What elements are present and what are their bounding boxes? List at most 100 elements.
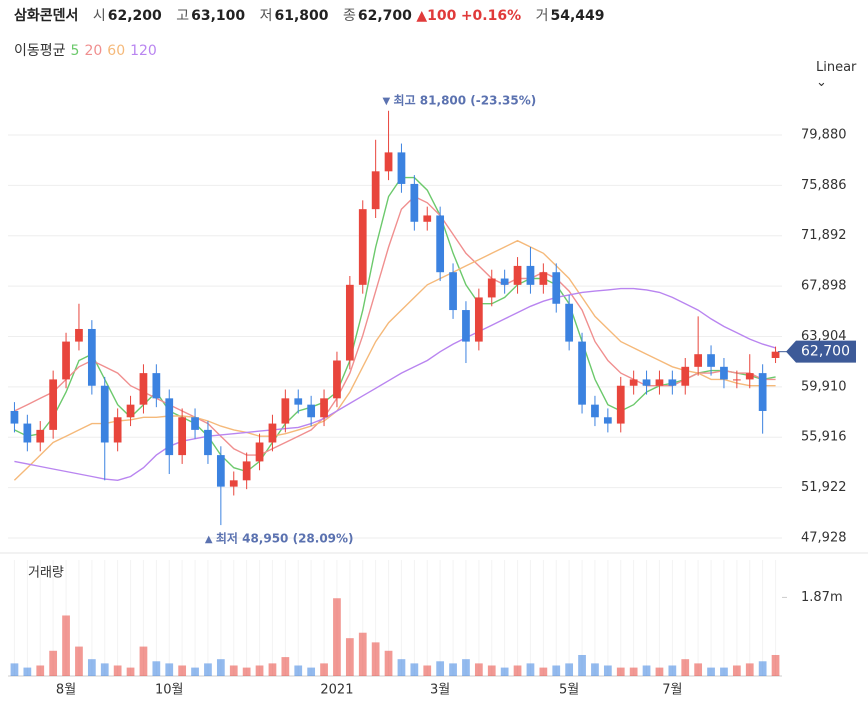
volume-bar xyxy=(642,665,651,676)
volume-bar xyxy=(771,654,780,676)
stat-value: 61,800 xyxy=(274,8,329,24)
stat-value: 63,100 xyxy=(191,8,246,24)
change-arrow: ▲ xyxy=(416,8,428,24)
volume-bar xyxy=(216,659,225,676)
volume-bar xyxy=(732,665,741,676)
volume-tick-label: 1.87m xyxy=(801,590,843,605)
candle-body xyxy=(345,284,354,361)
volume-bar xyxy=(720,667,728,676)
candle-body xyxy=(62,341,70,380)
candle-body xyxy=(191,417,199,430)
candle-body xyxy=(126,404,135,418)
candle-body xyxy=(371,171,380,210)
last-price-box xyxy=(786,340,856,363)
candle-body xyxy=(449,272,457,311)
volume-bar xyxy=(191,667,199,676)
candle-body xyxy=(268,423,277,443)
volume-bar xyxy=(268,663,277,676)
candle-body xyxy=(229,480,238,487)
candle-body xyxy=(204,429,212,456)
candle-body xyxy=(500,278,509,285)
candle-body xyxy=(526,265,535,285)
candle-body xyxy=(771,351,780,358)
candle-body xyxy=(333,360,341,399)
volume-bar xyxy=(152,661,161,676)
candle-body xyxy=(152,373,161,399)
candle-body xyxy=(487,278,496,298)
change-pct: +0.16% xyxy=(460,8,522,24)
candle-body xyxy=(436,215,445,273)
volume-bar xyxy=(681,659,690,676)
candle-body xyxy=(720,366,728,380)
y-tick-label: 67,898 xyxy=(801,279,847,294)
volume-bar xyxy=(333,598,341,676)
volume-bar xyxy=(307,667,316,676)
volume-bar xyxy=(745,663,754,676)
stat-value: 54,449 xyxy=(550,8,605,24)
candle-body xyxy=(462,310,470,342)
y-tick-label: 75,886 xyxy=(801,178,847,193)
y-tick-label: 59,910 xyxy=(801,379,847,394)
candle-body xyxy=(513,265,522,285)
y-tick-label: 63,904 xyxy=(801,329,847,344)
candle-body xyxy=(216,455,225,487)
volume-bar xyxy=(358,632,367,676)
volume-bar xyxy=(178,665,187,676)
volume-bar xyxy=(707,667,715,676)
stat-value: 62,200 xyxy=(107,8,162,24)
high-annotation: 최고 81,800 (-23.35%) xyxy=(394,92,537,107)
volume-bar xyxy=(449,663,457,676)
candle-body xyxy=(307,404,316,418)
x-tick-label: 8월 xyxy=(56,683,76,698)
candle-body xyxy=(681,366,690,386)
stat-label: 고 xyxy=(176,8,190,24)
volume-bar xyxy=(655,667,664,676)
volume-bar xyxy=(603,665,612,676)
low-marker: ▲ xyxy=(205,534,213,545)
candle-body xyxy=(423,215,432,222)
ma-legend-item: 120 xyxy=(130,43,157,59)
candle-body xyxy=(384,152,393,172)
candle-body xyxy=(294,398,303,405)
candle-body xyxy=(165,398,174,456)
volume-bar xyxy=(10,663,19,676)
scale-dropdown[interactable]: Linear ⌄ xyxy=(816,60,857,90)
candle-body xyxy=(320,398,328,418)
candle-body xyxy=(629,379,638,386)
stat-label: 저 xyxy=(259,8,273,24)
volume-bar xyxy=(100,663,109,676)
volume-bar xyxy=(36,665,45,676)
stat-label: 시 xyxy=(92,8,106,24)
volume-bar xyxy=(552,665,561,676)
volume-bar xyxy=(487,665,496,676)
volume-bar xyxy=(397,659,406,676)
ma-legend-item: 60 xyxy=(107,43,126,59)
candle-body xyxy=(745,373,754,380)
stat-label: 종 xyxy=(342,8,356,24)
candle-body xyxy=(87,328,96,386)
candle-body xyxy=(75,328,83,342)
volume-bar xyxy=(565,663,574,676)
y-tick-label: 71,892 xyxy=(801,228,847,243)
candle-body xyxy=(397,152,406,184)
low-annotation: 최저 48,950 (28.09%) xyxy=(216,531,354,546)
header: 삼화콘덴서 시 62,200 고 63,100 저 61,800 종 62,700 ▲1… xyxy=(14,5,605,25)
volume-bar xyxy=(229,665,238,676)
candle-body xyxy=(539,272,548,285)
volume-bar xyxy=(436,661,445,676)
candle-body xyxy=(23,423,32,443)
candle-body xyxy=(178,417,187,456)
volume-bar xyxy=(539,667,548,676)
volume-bar xyxy=(526,663,535,676)
candle-body xyxy=(281,398,290,424)
scale-mode[interactable]: Linear xyxy=(816,60,857,75)
candle-body xyxy=(474,297,483,342)
candle-body xyxy=(565,303,574,342)
volume-bar xyxy=(113,665,122,676)
candle-body xyxy=(694,354,703,367)
volume-bar xyxy=(23,667,32,676)
x-tick-label: 10월 xyxy=(155,683,184,698)
candle-body xyxy=(100,385,109,443)
moving-average xyxy=(13,239,776,481)
high-marker: ▼ xyxy=(383,96,391,107)
